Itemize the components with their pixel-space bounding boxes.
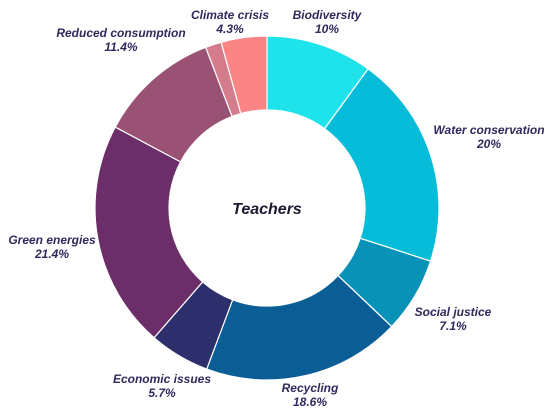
- slice-label-name: Reduced consumption: [56, 26, 185, 40]
- slice-label-value: 7.1%: [439, 319, 467, 333]
- slice-label-name: Biodiversity: [293, 8, 363, 22]
- slice-label-name: Social justice: [415, 305, 492, 319]
- slice-label-name: Recycling: [282, 381, 339, 395]
- center-label: Teachers: [232, 201, 302, 218]
- slice-label-green-energies: Green energies 21.4%: [8, 233, 96, 261]
- slice-label-value: 4.3%: [215, 22, 244, 36]
- slice-label-climate-crisis: Climate crisis 4.3%: [191, 8, 269, 36]
- slice-label-value: 5.7%: [148, 386, 176, 400]
- slice-label-value: 11.4%: [104, 40, 137, 54]
- donut-hole: [169, 110, 365, 306]
- slice-labels: Biodiversity 10% Water conservation 20% Soci…: [8, 8, 544, 409]
- slice-label-biodiversity: Biodiversity 10%: [293, 8, 363, 36]
- slice-label-value: 18.6%: [293, 395, 327, 409]
- slice-label-value: 21.4%: [34, 247, 69, 261]
- slice-label-value: 20%: [476, 137, 501, 151]
- slice-label-social-justice: Social justice 7.1%: [415, 305, 492, 333]
- slice-label-name: Economic issues: [113, 372, 211, 386]
- slice-label-name: Water conservation: [433, 123, 544, 137]
- slice-label-water-conservation: Water conservation 20%: [433, 123, 544, 151]
- slice-label-recycling: Recycling 18.6%: [282, 381, 339, 409]
- donut-slices: [94, 35, 440, 381]
- slice-label-value: 10%: [315, 22, 339, 36]
- slice-label-reduced-consumption: Reduced consumption 11.4%: [56, 26, 185, 54]
- slice-label-name: Green energies: [8, 233, 96, 247]
- slice-label-economic-issues: Economic issues 5.7%: [113, 372, 211, 400]
- slice-label-name: Climate crisis: [191, 8, 269, 22]
